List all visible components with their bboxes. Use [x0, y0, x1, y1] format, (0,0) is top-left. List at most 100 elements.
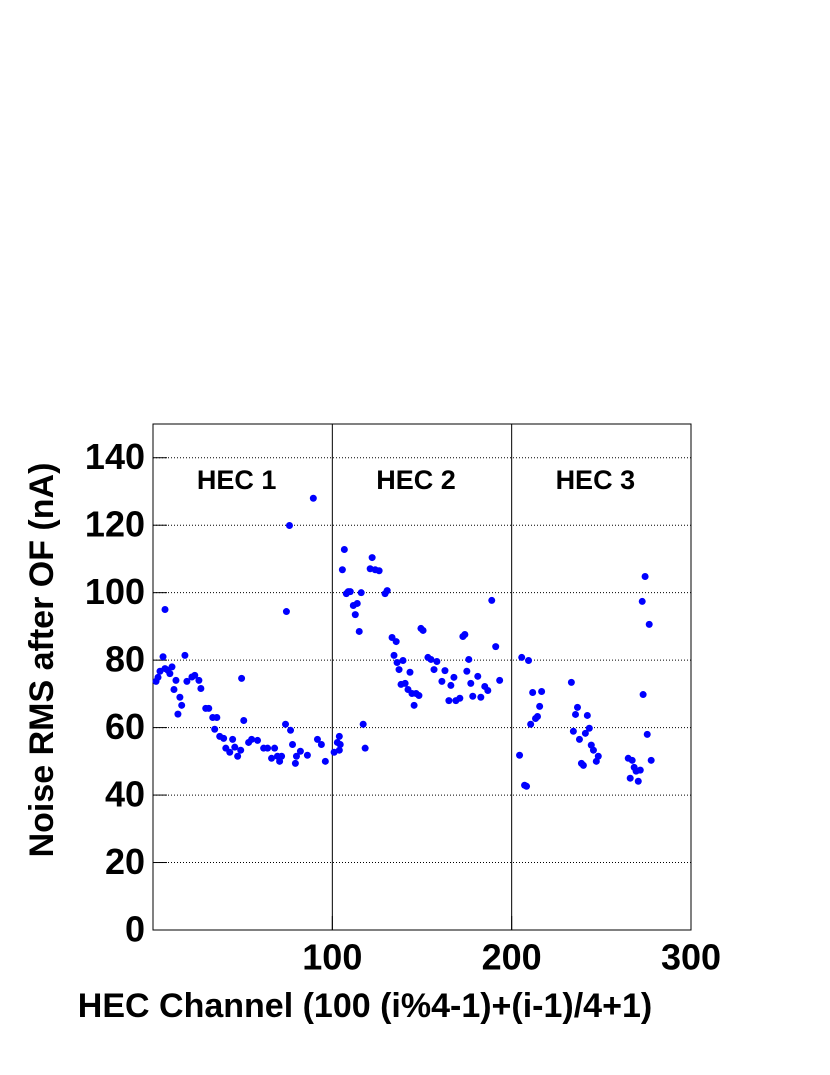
x-tick-label: 300: [661, 937, 721, 978]
point: [638, 597, 646, 605]
point: [154, 673, 162, 681]
point: [226, 748, 234, 756]
point: [289, 740, 297, 748]
point: [211, 725, 219, 733]
point: [268, 754, 276, 762]
point: [181, 651, 189, 659]
x-axis-label: HEC Channel (100 (i%4-1)+(i-1)/4+1): [78, 987, 652, 1025]
point: [238, 674, 246, 682]
point: [172, 676, 180, 684]
point: [346, 588, 354, 596]
y-tick-label: 20: [105, 841, 145, 882]
point: [518, 653, 526, 661]
point: [488, 596, 496, 604]
point: [335, 746, 343, 754]
point: [176, 693, 184, 701]
point: [441, 667, 449, 675]
point: [456, 694, 464, 702]
point: [538, 688, 546, 696]
point: [285, 522, 293, 530]
y-tick-label: 120: [85, 504, 145, 545]
point: [197, 684, 205, 692]
point: [484, 686, 492, 694]
point: [626, 774, 634, 782]
point: [447, 681, 455, 689]
point: [353, 599, 361, 607]
point: [229, 735, 237, 743]
point: [594, 752, 602, 760]
point: [191, 671, 199, 679]
point: [477, 693, 485, 701]
point: [395, 666, 403, 674]
point: [628, 756, 636, 764]
point: [393, 658, 401, 666]
plot-frame: [152, 423, 692, 931]
point: [336, 740, 344, 748]
point: [643, 730, 651, 738]
point: [321, 757, 329, 765]
y-tick-label: 60: [105, 706, 145, 747]
point: [178, 701, 186, 709]
point: [340, 545, 348, 553]
point: [168, 663, 176, 671]
point: [465, 655, 473, 663]
point: [469, 692, 477, 700]
point: [264, 744, 272, 752]
point: [567, 678, 575, 686]
point: [636, 766, 644, 774]
point: [375, 567, 383, 575]
point: [368, 554, 376, 562]
point: [271, 744, 279, 752]
point: [461, 630, 469, 638]
point: [427, 655, 435, 663]
point: [174, 710, 182, 718]
point: [240, 717, 248, 725]
point: [399, 656, 407, 664]
point: [415, 692, 423, 700]
point: [278, 752, 286, 760]
point: [533, 712, 541, 720]
y-axis-label: Noise RMS after OF (nA): [23, 463, 61, 858]
point: [317, 740, 325, 748]
point: [641, 572, 649, 580]
point: [496, 676, 504, 684]
point: [401, 679, 409, 687]
point: [296, 747, 304, 755]
point: [335, 732, 343, 740]
y-tick-label: 100: [85, 571, 145, 612]
point: [523, 782, 531, 790]
point: [183, 677, 191, 685]
point: [361, 744, 369, 752]
point: [529, 689, 537, 697]
point: [355, 627, 363, 635]
point: [467, 679, 475, 687]
point: [634, 777, 642, 785]
point: [445, 697, 453, 705]
point: [166, 670, 174, 678]
point: [195, 676, 203, 684]
point: [159, 653, 167, 661]
point: [492, 643, 500, 651]
point: [392, 638, 400, 646]
point: [410, 701, 418, 709]
point: [572, 710, 580, 718]
point: [213, 713, 221, 721]
point: [248, 735, 256, 743]
point: [282, 720, 290, 728]
point: [419, 626, 427, 634]
point: [282, 608, 290, 616]
annotation: HEC 2: [376, 465, 456, 495]
point: [220, 734, 228, 742]
point: [234, 752, 242, 760]
y-tick-label: 0: [125, 909, 145, 950]
point: [390, 651, 398, 659]
point: [338, 566, 346, 574]
point: [645, 620, 653, 628]
point: [639, 691, 647, 699]
point: [291, 759, 299, 767]
point: [516, 751, 524, 759]
point: [536, 702, 544, 710]
x-tick-label: 100: [302, 937, 362, 978]
point: [303, 751, 311, 759]
point: [161, 606, 169, 614]
